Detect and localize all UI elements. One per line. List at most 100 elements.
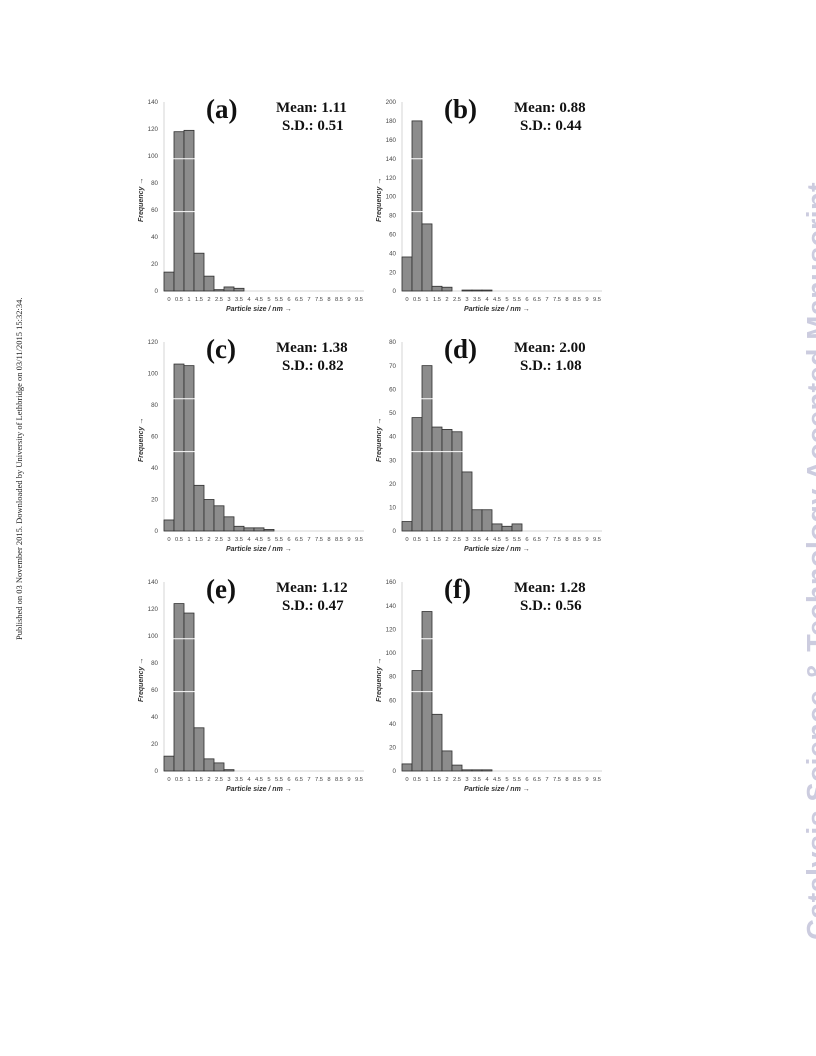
x-tick-label: 3.5 bbox=[473, 777, 481, 783]
histogram-svg-c: 0 20 40 60 80 100 120 0 0.5 1 1.5 2 2.5 3 3.5 4 4.5 5 5.5 6… bbox=[148, 339, 364, 543]
x-tick-label: 8.5 bbox=[573, 537, 581, 543]
x-tick-label: 2.5 bbox=[215, 777, 223, 783]
x-tick-label: 6 bbox=[525, 777, 528, 783]
x-tick-label: 5.5 bbox=[275, 777, 283, 783]
x-axis-title: Particle size / nm → bbox=[226, 786, 292, 793]
x-tick-label: 1 bbox=[425, 777, 428, 783]
y-tick-label: 0 bbox=[393, 768, 397, 775]
x-tick-label: 6.5 bbox=[533, 297, 541, 303]
x-tick-label: 4.5 bbox=[255, 297, 263, 303]
y-tick-label: 60 bbox=[151, 434, 158, 441]
x-tick-label: 6 bbox=[287, 537, 290, 543]
histogram-bar bbox=[183, 129, 195, 292]
y-tick-label: 40 bbox=[389, 250, 396, 257]
x-axis-title: Particle size / nm → bbox=[226, 546, 292, 553]
x-tick-label: 0.5 bbox=[175, 297, 183, 303]
histogram-bar bbox=[461, 769, 473, 772]
sd-value: S.D.: 0.56 bbox=[520, 598, 582, 614]
histogram-bar bbox=[233, 525, 245, 532]
x-tick-label: 6.5 bbox=[533, 777, 541, 783]
y-tick-label: 60 bbox=[151, 687, 158, 694]
x-tick-label: 9.5 bbox=[593, 537, 601, 543]
histogram-bar bbox=[411, 670, 423, 772]
histogram-panel-e: 0 20 40 60 80 100 120 140 0 0.5 1 1.5 2 2.5 3 3.5 4 4.5 5 5… bbox=[134, 572, 374, 807]
x-tick-label: 4.5 bbox=[493, 297, 501, 303]
y-tick-label: 10 bbox=[389, 505, 396, 512]
x-tick-label: 8 bbox=[327, 297, 330, 303]
histogram-bar bbox=[223, 769, 235, 772]
mean-value: Mean: 1.11 bbox=[276, 100, 347, 116]
x-tick-label: 4 bbox=[485, 537, 489, 543]
panel-label: (c) bbox=[206, 334, 236, 364]
histogram-bar bbox=[441, 286, 453, 292]
journal-watermark: Catalysis Science & Technology Accepted … bbox=[802, 182, 816, 940]
histogram-bar bbox=[401, 763, 413, 772]
x-tick-label: 3.5 bbox=[473, 537, 481, 543]
x-tick-label: 8.5 bbox=[335, 297, 343, 303]
x-axis-title: Particle size / nm → bbox=[464, 546, 530, 553]
x-tick-label: 1 bbox=[187, 297, 190, 303]
histogram-bar bbox=[481, 509, 493, 532]
x-axis-title: Particle size / nm → bbox=[464, 306, 530, 313]
y-tick-label: 0 bbox=[393, 528, 397, 535]
histogram-panel-f: 0 20 40 60 80 100 120 140 160 0 0.5 1 1.5 2 2.5 3 3.5 4 4.… bbox=[372, 572, 612, 807]
histogram-bar bbox=[253, 527, 265, 532]
x-tick-label: 3.5 bbox=[235, 777, 243, 783]
histogram-bar bbox=[421, 365, 433, 532]
x-tick-label: 2 bbox=[207, 537, 210, 543]
histogram-bar bbox=[163, 755, 175, 772]
y-tick-label: 140 bbox=[148, 579, 159, 586]
x-tick-label: 0.5 bbox=[413, 777, 421, 783]
x-tick-label: 2.5 bbox=[453, 777, 461, 783]
histogram-bar bbox=[511, 523, 523, 532]
histogram-bar bbox=[213, 289, 225, 292]
x-tick-label: 9.5 bbox=[355, 777, 363, 783]
x-tick-label: 3 bbox=[465, 777, 468, 783]
mean-value: Mean: 1.38 bbox=[276, 340, 348, 356]
x-tick-label: 1.5 bbox=[195, 297, 203, 303]
x-tick-label: 5 bbox=[267, 777, 270, 783]
mean-value: Mean: 2.00 bbox=[514, 340, 586, 356]
x-tick-label: 7.5 bbox=[553, 297, 561, 303]
y-axis-title: Frequency → bbox=[138, 417, 145, 462]
x-tick-label: 3.5 bbox=[235, 537, 243, 543]
y-tick-label: 100 bbox=[148, 633, 159, 640]
histogram-bar bbox=[421, 223, 433, 292]
x-tick-label: 8 bbox=[327, 777, 330, 783]
x-tick-label: 7.5 bbox=[315, 777, 323, 783]
histogram-bar bbox=[441, 750, 453, 772]
y-tick-label: 80 bbox=[151, 660, 158, 667]
panel-label: (b) bbox=[444, 94, 477, 124]
x-tick-label: 1.5 bbox=[195, 777, 203, 783]
x-tick-label: 3 bbox=[465, 537, 468, 543]
histogram-bar bbox=[451, 431, 463, 532]
x-tick-label: 0 bbox=[405, 297, 408, 303]
x-tick-label: 5.5 bbox=[513, 297, 521, 303]
histogram-svg-e: 0 20 40 60 80 100 120 140 0 0.5 1 1.5 2 2.5 3 3.5 4 4.5 5 5… bbox=[148, 579, 364, 783]
histogram-bar bbox=[471, 289, 483, 292]
x-tick-label: 9 bbox=[585, 297, 588, 303]
sd-value: S.D.: 0.44 bbox=[520, 118, 582, 134]
x-tick-label: 7 bbox=[307, 297, 310, 303]
histogram-panel-b: 0 20 40 60 80 100 120 140 160 180 200 0 0.5 1 1.5 2 2.5 3… bbox=[372, 92, 612, 327]
y-tick-label: 140 bbox=[148, 99, 159, 106]
y-tick-label: 160 bbox=[386, 579, 397, 586]
x-axis-title: Particle size / nm → bbox=[464, 786, 530, 793]
histogram-bar bbox=[223, 516, 235, 532]
y-tick-label: 140 bbox=[386, 156, 397, 163]
x-tick-label: 7 bbox=[307, 537, 310, 543]
x-tick-label: 3.5 bbox=[235, 297, 243, 303]
x-tick-label: 5 bbox=[505, 297, 508, 303]
x-tick-label: 9 bbox=[347, 537, 350, 543]
histogram-bar bbox=[233, 287, 245, 292]
y-tick-label: 0 bbox=[393, 288, 397, 295]
x-tick-label: 5 bbox=[267, 297, 270, 303]
x-tick-label: 1 bbox=[425, 537, 428, 543]
x-tick-label: 3 bbox=[227, 297, 230, 303]
x-tick-label: 0 bbox=[167, 777, 170, 783]
y-tick-label: 100 bbox=[148, 371, 159, 378]
x-tick-label: 4 bbox=[247, 777, 251, 783]
x-tick-label: 1 bbox=[425, 297, 428, 303]
y-tick-label: 120 bbox=[148, 606, 159, 613]
x-tick-label: 2 bbox=[207, 297, 210, 303]
